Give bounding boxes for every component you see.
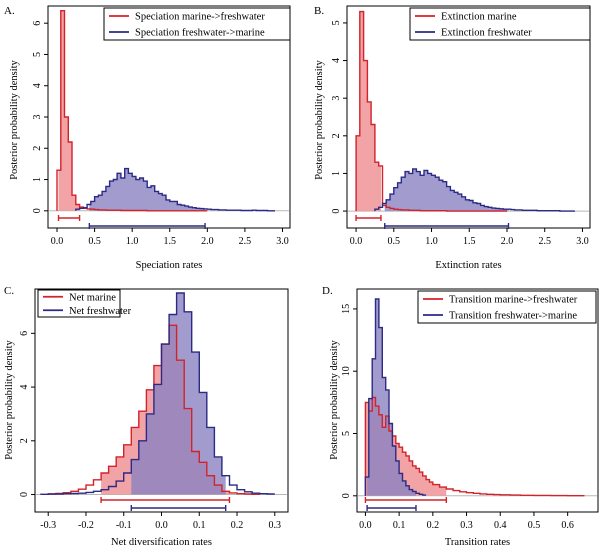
hpd-fill-red bbox=[58, 10, 80, 211]
histogram-line-blue bbox=[40, 292, 275, 495]
x-axis-label: Net diversification rates bbox=[111, 537, 212, 548]
x-tick-label: 0.5 bbox=[388, 236, 401, 247]
y-axis-label: Posterior probability density bbox=[329, 339, 340, 459]
x-tick-label: -0.3 bbox=[40, 520, 56, 531]
y-tick-label: 6 bbox=[32, 21, 43, 26]
hpd-fill-blue bbox=[384, 168, 509, 212]
y-tick-label: 4 bbox=[19, 385, 30, 390]
x-tick-label: 1.5 bbox=[164, 236, 177, 247]
x-tick-label: 0.5 bbox=[88, 236, 101, 247]
histogram-line-red bbox=[355, 10, 507, 212]
histogram-line-red bbox=[364, 396, 585, 497]
x-tick-label: 0.0 bbox=[359, 520, 372, 531]
y-tick-label: 3 bbox=[331, 96, 342, 101]
hpd-fill-blue bbox=[367, 299, 416, 496]
x-tick-label: 1.0 bbox=[425, 236, 438, 247]
x-tick-label: 2.0 bbox=[201, 236, 214, 247]
x-tick-label: 0.1 bbox=[393, 520, 406, 531]
y-tick-label: 0 bbox=[19, 492, 30, 497]
histogram-line-red bbox=[56, 10, 208, 212]
y-tick-label: 0 bbox=[32, 208, 43, 213]
y-tick-label: 4 bbox=[331, 58, 342, 63]
x-tick-label: 0.3 bbox=[460, 520, 473, 531]
y-tick-label: 2 bbox=[32, 146, 43, 151]
x-tick-label: 2.0 bbox=[501, 236, 514, 247]
panel-d: D. 0.0 0.1 0.2 0.3 0.4 0.5 0.6 0 5 10 15 Transition … bbox=[322, 285, 599, 548]
panel-a: A. 0.0 0.5 1.0 1.5 2.0 2.5 3.0 0 1 2 3 4 5 6 Speciation… bbox=[4, 5, 291, 271]
legend-label: Speciation freshwater->marine bbox=[135, 28, 265, 39]
legend-box bbox=[37, 289, 121, 318]
x-axis-label: Speciation rates bbox=[136, 260, 203, 271]
y-tick-label: 2 bbox=[19, 438, 30, 443]
y-tick-label: 1 bbox=[32, 177, 43, 182]
legend-box bbox=[409, 7, 591, 41]
x-tick-label: 0.6 bbox=[561, 520, 574, 531]
legend-box bbox=[103, 7, 291, 41]
hpd-fill-blue bbox=[131, 293, 226, 495]
x-tick-label: 1.0 bbox=[126, 236, 139, 247]
x-tick-label: 0.1 bbox=[193, 520, 206, 531]
y-axis-label: Posterior probability density bbox=[314, 59, 325, 179]
x-tick-label: 0.4 bbox=[494, 520, 507, 531]
y-tick-label: 15 bbox=[341, 304, 352, 314]
x-tick-label: 0.3 bbox=[269, 520, 282, 531]
legend-label: Extinction freshwater bbox=[441, 28, 532, 39]
hpd-fill-blue bbox=[89, 168, 206, 211]
y-tick-label: 0 bbox=[341, 493, 352, 498]
legend-label: Transition freshwater->marine bbox=[449, 311, 577, 322]
panel-c: C. -0.3 -0.2 -0.1 0.0 0.1 0.2 0.3 0 2 4 6 Net divers… bbox=[4, 285, 289, 548]
legend-label: Extinction marine bbox=[441, 12, 517, 23]
y-axis-label: Posterior probability density bbox=[4, 339, 15, 459]
x-tick-label: 0.5 bbox=[528, 520, 541, 531]
y-tick-label: 2 bbox=[331, 133, 342, 138]
plot-frame bbox=[346, 5, 591, 229]
x-tick-label: -0.1 bbox=[116, 520, 132, 531]
x-axis-label: Transition rates bbox=[445, 537, 510, 548]
x-tick-label: 0.2 bbox=[231, 520, 244, 531]
panel-b: B. 0.0 0.5 1.0 1.5 2.0 2.5 3.0 0 1 2 3 4 5 Extinction … bbox=[314, 5, 591, 271]
y-tick-label: 5 bbox=[32, 52, 43, 57]
panel-label: C. bbox=[4, 285, 14, 297]
x-tick-label: 3.0 bbox=[576, 236, 589, 247]
legend-label: Net freshwater bbox=[69, 306, 132, 317]
x-tick-label: 2.5 bbox=[538, 236, 551, 247]
panel-label: A. bbox=[4, 5, 15, 17]
x-tick-label: 0.0 bbox=[51, 236, 64, 247]
x-tick-label: 0.0 bbox=[155, 520, 168, 531]
x-tick-label: 0.2 bbox=[427, 520, 440, 531]
x-tick-label: 1.5 bbox=[463, 236, 476, 247]
x-tick-label: 2.5 bbox=[239, 236, 252, 247]
histogram-line-blue bbox=[364, 298, 427, 496]
y-tick-label: 4 bbox=[32, 83, 43, 88]
x-tick-label: -0.2 bbox=[78, 520, 94, 531]
legend-label: Speciation marine->freshwater bbox=[135, 12, 265, 23]
y-tick-label: 6 bbox=[19, 331, 30, 336]
histogram-line-blue bbox=[75, 167, 275, 212]
x-tick-label: 0.0 bbox=[350, 236, 363, 247]
x-tick-label: 3.0 bbox=[276, 236, 289, 247]
y-tick-label: 1 bbox=[331, 171, 342, 176]
panel-label: B. bbox=[314, 5, 324, 17]
histogram-line-blue bbox=[374, 168, 575, 212]
y-tick-label: 10 bbox=[341, 366, 352, 376]
legend-box bbox=[417, 290, 597, 324]
legend-label: Net marine bbox=[69, 292, 116, 303]
panel-label: D. bbox=[322, 285, 333, 297]
x-axis-label: Extinction rates bbox=[435, 260, 501, 271]
y-tick-label: 3 bbox=[32, 115, 43, 120]
plot-frame bbox=[356, 288, 599, 513]
legend-label: Transition marine->freshwater bbox=[449, 295, 578, 306]
y-tick-label: 5 bbox=[341, 431, 352, 436]
y-tick-label: 0 bbox=[331, 209, 342, 214]
y-axis-label: Posterior probability density bbox=[9, 59, 20, 179]
y-tick-label: 5 bbox=[331, 20, 342, 25]
